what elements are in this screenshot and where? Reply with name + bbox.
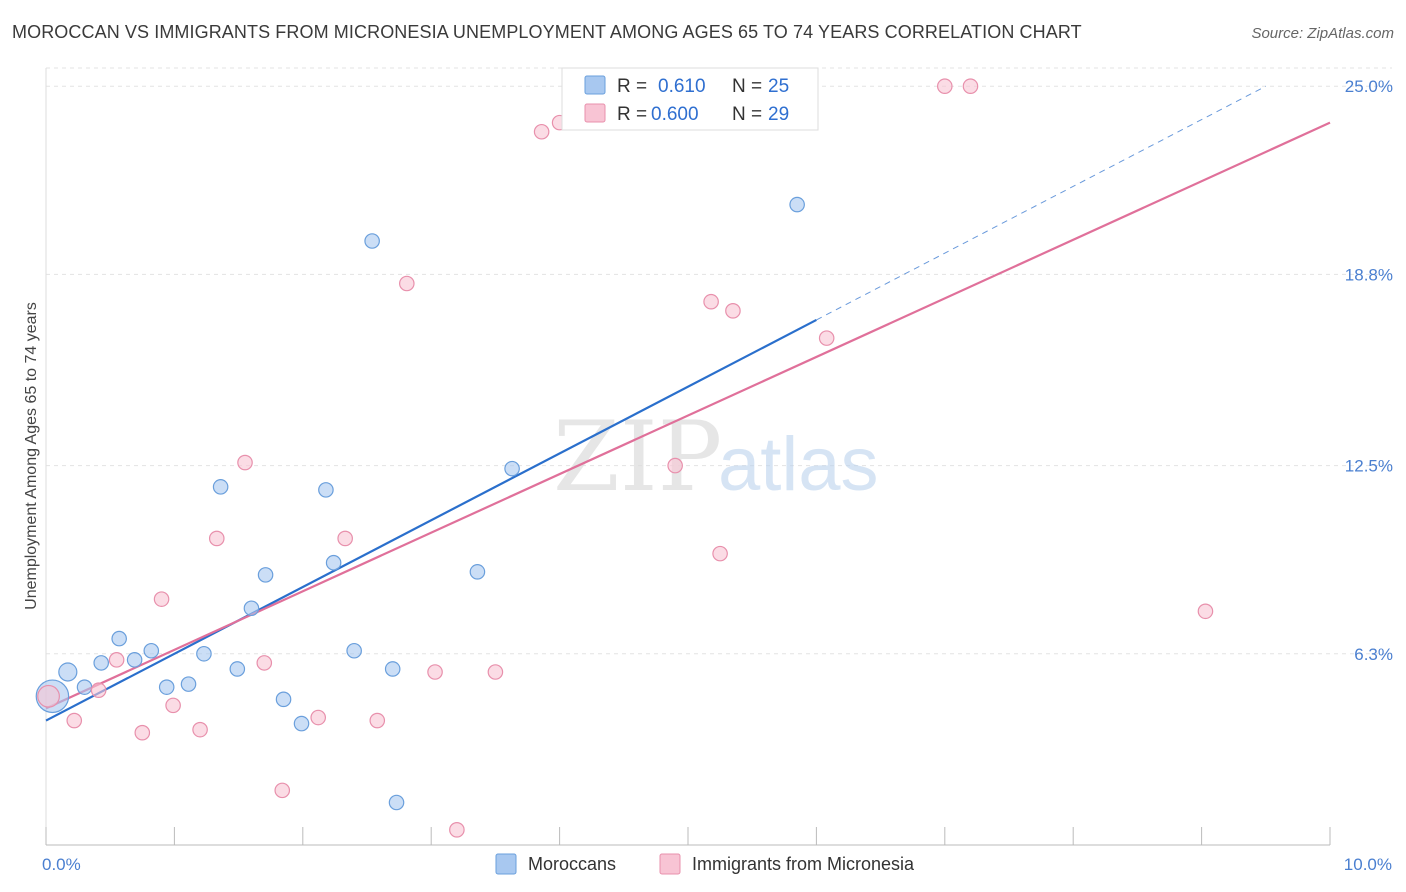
series-legend-label-moroccans: Moroccans (528, 854, 616, 874)
data-point-moroccans (469, 564, 486, 580)
stats-legend-r-label-2: R = (617, 104, 647, 125)
data-point-moroccans (275, 691, 292, 708)
stats-legend-r-value-1: 0.610 (658, 76, 706, 97)
data-point-micronesia (208, 530, 225, 547)
trend-line-micronesia (45, 121, 1331, 710)
series-legend-label-micronesia: Immigrants from Micronesia (692, 854, 915, 874)
x-ticks (45, 827, 1331, 845)
data-point-micronesia (1197, 603, 1214, 620)
data-point-moroccans (257, 567, 274, 583)
data-point-micronesia (667, 457, 683, 474)
watermark: ZIP atlas (553, 401, 879, 513)
data-point-moroccans (388, 794, 405, 811)
data-point-micronesia (712, 545, 728, 562)
data-point-moroccans (196, 645, 212, 662)
y-tick-label: 6.3% (1354, 645, 1393, 664)
watermark-atlas: atlas (718, 422, 879, 507)
data-point-micronesia (310, 709, 327, 726)
stats-legend-n-value-2: 29 (768, 104, 789, 125)
data-point-moroccans (158, 679, 175, 695)
data-point-moroccans (58, 662, 78, 682)
data-point-micronesia (487, 664, 504, 680)
stats-legend-n-label-2: N = (732, 104, 762, 125)
data-point-micronesia (427, 664, 443, 680)
watermark-zip: ZIP (553, 401, 722, 513)
data-point-moroccans (325, 554, 342, 571)
data-point-moroccans (76, 679, 93, 695)
data-point-moroccans (93, 655, 110, 671)
data-point-moroccans (180, 676, 197, 692)
data-point-moroccans (384, 661, 401, 677)
data-point-moroccans (364, 233, 380, 249)
data-point-moroccans (318, 482, 334, 498)
stats-legend-r-value-2: 0.600 (651, 104, 699, 125)
y-tick-labels: 6.3% 12.5% 18.8% 25.0% (1345, 77, 1393, 664)
data-point-micronesia (533, 123, 550, 140)
data-point-micronesia (369, 712, 386, 729)
data-point-micronesia (66, 712, 83, 729)
stats-legend-r-label-1: R = (617, 76, 647, 97)
y-tick-label: 25.0% (1345, 77, 1393, 96)
data-point-micronesia (90, 682, 107, 699)
data-point-moroccans (346, 642, 362, 659)
data-point-micronesia (725, 303, 741, 319)
data-point-micronesia (192, 721, 208, 738)
trend-line-extension-moroccans (816, 85, 1267, 321)
data-point-moroccans (126, 652, 143, 668)
data-point-micronesia (153, 591, 170, 607)
data-point-micronesia (962, 78, 979, 95)
data-point-micronesia (134, 724, 151, 741)
stats-legend: R = 0.610 N = 25 R = 0.600 N = 29 (561, 67, 819, 131)
data-point-micronesia (936, 78, 953, 95)
data-point-micronesia (37, 684, 60, 708)
series-legend-swatch-micronesia (659, 853, 681, 875)
data-point-micronesia (399, 275, 415, 292)
data-point-moroccans (212, 479, 229, 495)
stats-legend-n-label-1: N = (732, 76, 762, 97)
trend-lines (45, 85, 1331, 722)
trend-line-moroccans (45, 318, 817, 722)
series-legend: Moroccans Immigrants from Micronesia (495, 853, 915, 875)
y-tick-label: 12.5% (1345, 457, 1393, 476)
y-axis-label: Unemployment Among Ages 65 to 74 years (23, 302, 40, 610)
data-point-moroccans (243, 600, 260, 617)
data-point-micronesia (703, 293, 719, 310)
data-point-micronesia (108, 652, 125, 668)
stats-legend-swatch-micronesia (584, 103, 606, 123)
data-point-moroccans (504, 460, 520, 477)
stats-legend-swatch-moroccans (584, 75, 606, 95)
data-point-moroccans (789, 196, 805, 213)
series-legend-swatch-moroccans (495, 853, 517, 875)
data-points (35, 78, 1214, 838)
chart-title: MOROCCAN VS IMMIGRANTS FROM MICRONESIA U… (12, 22, 1082, 42)
y-tick-label: 18.8% (1345, 265, 1393, 284)
data-point-moroccans (143, 642, 160, 659)
data-point-micronesia (274, 782, 291, 799)
source-label: Source: ZipAtlas.com (1251, 25, 1394, 42)
data-point-micronesia (818, 330, 835, 346)
data-point-micronesia (449, 822, 465, 838)
data-point-moroccans (111, 630, 127, 647)
data-point-micronesia (237, 454, 253, 471)
data-point-moroccans (229, 661, 246, 677)
x-tick-label-min: 0.0% (42, 855, 81, 874)
data-point-micronesia (337, 530, 353, 547)
x-tick-label-max: 10.0% (1344, 855, 1392, 874)
data-point-micronesia (165, 697, 181, 714)
data-point-moroccans (293, 715, 310, 732)
data-point-micronesia (256, 655, 273, 671)
grid-lines (46, 67, 1392, 655)
stats-legend-n-value-1: 25 (768, 76, 789, 97)
